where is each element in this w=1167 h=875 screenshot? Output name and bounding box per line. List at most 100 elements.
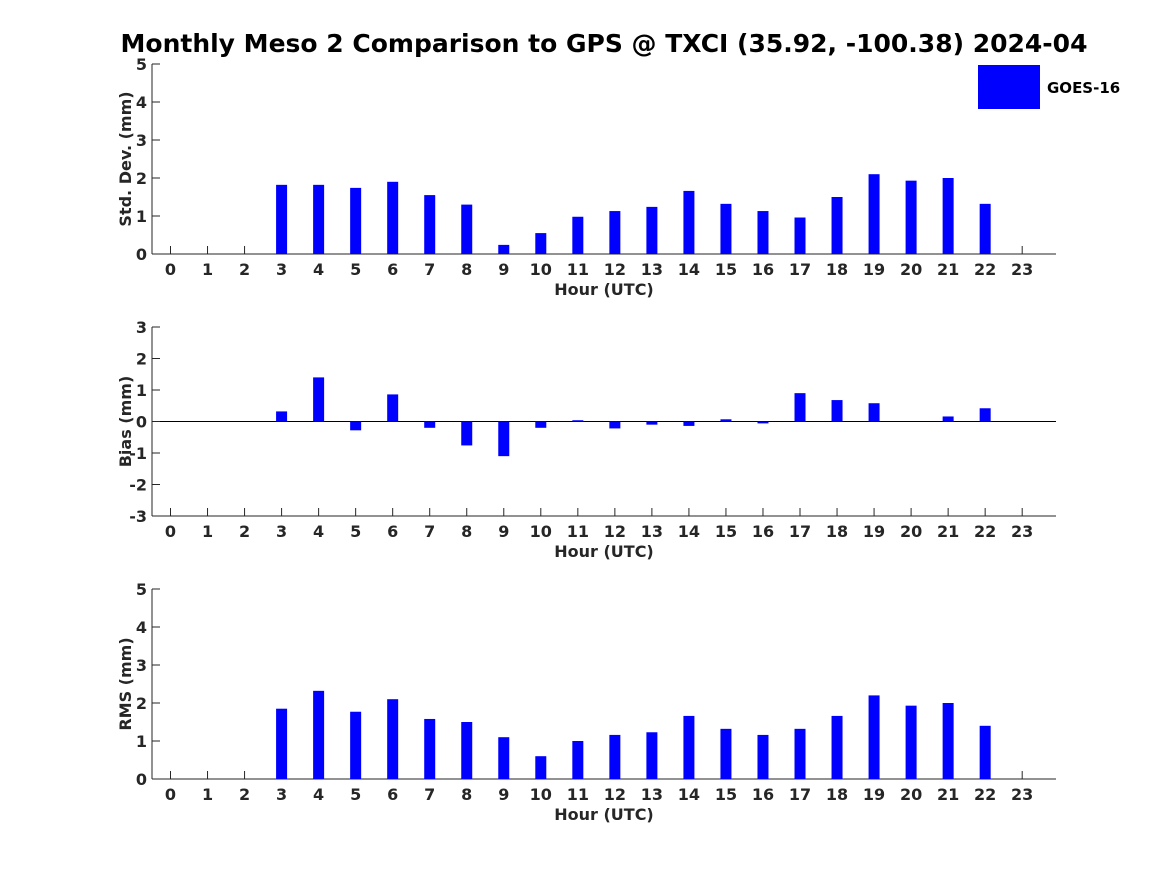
bar-bias-hour-17 (794, 393, 806, 422)
x-tick-label: 7 (424, 785, 435, 804)
x-tick-label: 19 (863, 522, 885, 541)
x-tick-label: 22 (974, 260, 996, 279)
x-tick-label: 13 (641, 785, 663, 804)
x-tick-label: 20 (900, 260, 922, 279)
x-tick-label: 0 (165, 260, 176, 279)
chart-title: Monthly Meso 2 Comparison to GPS @ TXCI … (121, 29, 1088, 58)
x-tick-label: 4 (313, 522, 324, 541)
bar-bias-hour-18 (831, 400, 843, 422)
y-tick-label: 2 (136, 694, 147, 713)
x-tick-label: 2 (239, 522, 250, 541)
bar-bias-hour-11 (572, 420, 584, 422)
x-tick-label: 20 (900, 785, 922, 804)
y-tick-label: 1 (136, 381, 147, 400)
bar-stddev-hour-4 (313, 184, 325, 254)
x-tick-label: 13 (641, 260, 663, 279)
y-tick-label: -1 (129, 444, 147, 463)
x-tick-label: 8 (461, 522, 472, 541)
x-tick-label: 23 (1011, 522, 1033, 541)
x-tick-label: 6 (387, 522, 398, 541)
y-axis-label: Std. Dev. (mm) (116, 91, 135, 226)
bar-rms-hour-19 (868, 695, 880, 779)
bar-bias-hour-21 (942, 416, 954, 422)
x-tick-label: 19 (863, 260, 885, 279)
x-tick-label: 17 (789, 785, 811, 804)
y-tick-label: 4 (136, 618, 147, 637)
x-tick-label: 10 (530, 522, 552, 541)
bar-stddev-hour-5 (350, 187, 362, 254)
bar-rms-hour-6 (387, 699, 399, 779)
bar-bias-hour-14 (683, 421, 695, 426)
bar-stddev-hour-19 (868, 174, 880, 254)
bar-bias-hour-22 (979, 408, 991, 422)
bar-rms-hour-7 (424, 718, 436, 779)
bar-bias-hour-9 (498, 421, 510, 457)
x-tick-label: 15 (715, 785, 737, 804)
bar-rms-hour-13 (646, 732, 658, 779)
x-tick-label: 1 (202, 522, 213, 541)
x-tick-label: 9 (498, 785, 509, 804)
bar-stddev-hour-9 (498, 244, 510, 254)
bar-bias-hour-7 (424, 421, 436, 428)
bar-stddev-hour-20 (905, 180, 917, 254)
y-tick-label: 0 (136, 770, 147, 789)
x-tick-label: 4 (313, 785, 324, 804)
y-tick-label: 3 (136, 656, 147, 675)
bar-stddev-hour-11 (572, 216, 584, 254)
x-tick-label: 3 (276, 260, 287, 279)
x-tick-label: 16 (752, 522, 774, 541)
bar-bias-hour-8 (461, 421, 473, 446)
x-tick-label: 12 (604, 785, 626, 804)
bar-stddev-hour-14 (683, 190, 695, 254)
bar-rms-hour-5 (350, 711, 362, 779)
x-tick-label: 21 (937, 785, 959, 804)
y-tick-label: 0 (136, 245, 147, 264)
bar-bias-hour-12 (609, 421, 621, 429)
x-tick-label: 7 (424, 260, 435, 279)
x-tick-label: 20 (900, 522, 922, 541)
x-tick-label: 21 (937, 260, 959, 279)
x-tick-label: 7 (424, 522, 435, 541)
bar-bias-hour-16 (757, 421, 769, 424)
x-tick-label: 17 (789, 522, 811, 541)
x-tick-label: 9 (498, 260, 509, 279)
bar-rms-hour-11 (572, 741, 584, 779)
bar-rms-hour-22 (979, 725, 991, 779)
x-tick-label: 12 (604, 260, 626, 279)
y-tick-label: 1 (136, 207, 147, 226)
x-tick-label: 19 (863, 785, 885, 804)
bar-bias-hour-3 (276, 411, 288, 422)
x-tick-label: 15 (715, 260, 737, 279)
x-tick-label: 2 (239, 785, 250, 804)
x-tick-label: 14 (678, 785, 700, 804)
x-tick-label: 18 (826, 522, 848, 541)
x-tick-label: 1 (202, 785, 213, 804)
x-tick-label: 13 (641, 522, 663, 541)
y-tick-label: -2 (129, 476, 147, 495)
x-tick-label: 5 (350, 785, 361, 804)
bar-rms-hour-10 (535, 756, 547, 779)
x-tick-label: 21 (937, 522, 959, 541)
x-tick-label: 0 (165, 785, 176, 804)
x-tick-label: 8 (461, 785, 472, 804)
x-tick-label: 3 (276, 522, 287, 541)
x-tick-label: 5 (350, 522, 361, 541)
x-tick-label: 23 (1011, 785, 1033, 804)
x-tick-label: 22 (974, 785, 996, 804)
bar-bias-hour-4 (313, 377, 325, 422)
y-tick-label: 1 (136, 732, 147, 751)
x-tick-label: 11 (567, 260, 589, 279)
legend-swatch (978, 65, 1040, 109)
bar-rms-hour-3 (276, 708, 288, 779)
y-tick-label: 5 (136, 55, 147, 74)
bar-rms-hour-14 (683, 715, 695, 779)
y-tick-label: -3 (129, 507, 147, 526)
bar-stddev-hour-17 (794, 217, 806, 254)
legend: GOES-16 (978, 65, 1120, 109)
x-tick-label: 11 (567, 785, 589, 804)
bar-stddev-hour-16 (757, 211, 769, 254)
x-tick-label: 17 (789, 260, 811, 279)
bar-bias-hour-15 (720, 419, 732, 422)
